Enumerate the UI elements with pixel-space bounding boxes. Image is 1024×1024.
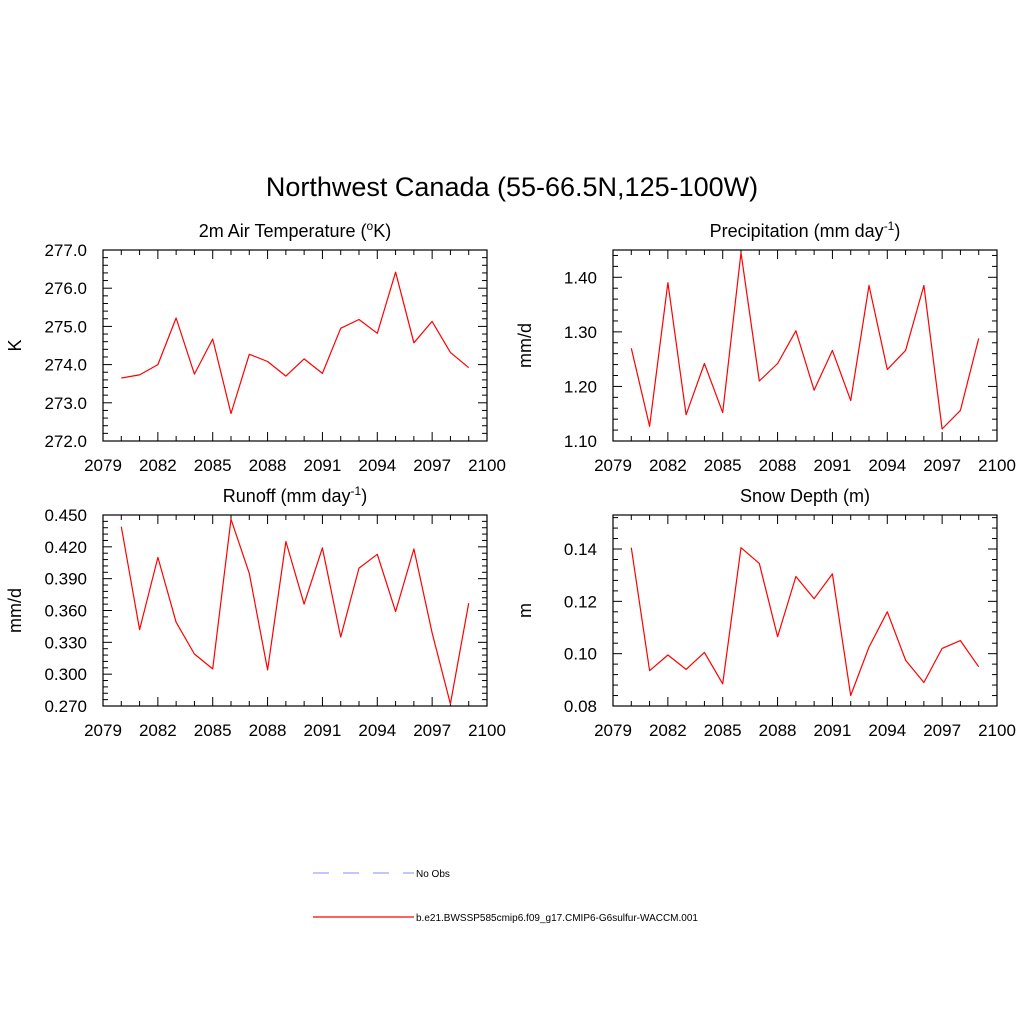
panel-2: Runoff (mm day-1) mm/d 2079 2082 2085 2088 209… bbox=[5, 484, 506, 740]
y-axis-label: mm/d bbox=[5, 588, 25, 633]
y-tick-label: 0.420 bbox=[44, 538, 87, 557]
x-tick-label: 2091 bbox=[814, 456, 852, 475]
plot-frame bbox=[612, 249, 998, 442]
x-tick-label: 2079 bbox=[84, 721, 122, 740]
y-tick-label: 1.40 bbox=[564, 268, 597, 287]
y-tick-label: 0.270 bbox=[44, 697, 87, 716]
x-tick-label: 2094 bbox=[868, 721, 906, 740]
y-tick-label: 0.10 bbox=[564, 645, 597, 664]
x-tick-label: 2100 bbox=[978, 721, 1016, 740]
panels: 2m Air Temperature (oK) K 2079 2082 2085 2088… bbox=[5, 219, 1016, 740]
legend-entry-1: b.e21.BWSSP585cmip6.f09_g17.CMIP6-G6sulf… bbox=[313, 913, 698, 924]
panel-title-main: Precipitation (mm day bbox=[710, 221, 884, 241]
legend: No Obs b.e21.BWSSP585cmip6.f09_g17.CMIP6-… bbox=[313, 869, 698, 924]
panel-title-sup: o bbox=[367, 219, 374, 233]
y-axis-label: mm/d bbox=[515, 323, 535, 368]
panel-0: 2m Air Temperature (oK) K 2079 2082 2085 2088… bbox=[5, 219, 506, 475]
y-tick-label: 1.30 bbox=[564, 323, 597, 342]
x-tick-label: 2100 bbox=[978, 456, 1016, 475]
x-tick-label: 2085 bbox=[704, 721, 742, 740]
x-tick-label: 2097 bbox=[923, 456, 961, 475]
panel-title-main: Snow Depth (m) bbox=[740, 486, 870, 506]
y-tick-label: 276.0 bbox=[44, 279, 87, 298]
plot-frame bbox=[612, 514, 998, 707]
y-tick-label: 0.450 bbox=[44, 506, 87, 525]
y-tick-label: 0.360 bbox=[44, 602, 87, 621]
x-tick-label: 2088 bbox=[249, 721, 287, 740]
panel-3: Snow Depth (m) m 2079 2082 2085 2088 2091 2094 2… bbox=[515, 486, 1016, 740]
series-line bbox=[630, 252, 980, 430]
x-tick-label: 2091 bbox=[304, 721, 342, 740]
panel-1: Precipitation (mm day-1) mm/d 2079 2082 2085… bbox=[515, 219, 1016, 475]
x-tick-label: 2100 bbox=[468, 456, 506, 475]
y-tick-label: 0.12 bbox=[564, 592, 597, 611]
panel-title-tail: K) bbox=[373, 221, 391, 241]
x-tick-label: 2082 bbox=[649, 456, 687, 475]
x-tick-label: 2085 bbox=[704, 456, 742, 475]
panel-title: Precipitation (mm day-1) bbox=[710, 219, 901, 241]
legend-label: No Obs bbox=[416, 869, 450, 880]
x-tick-label: 2094 bbox=[358, 456, 396, 475]
figure-title: Northwest Canada (55-66.5N,125-100W) bbox=[266, 172, 758, 202]
y-axis-label: K bbox=[5, 339, 25, 351]
x-tick-label: 2088 bbox=[249, 456, 287, 475]
panel-title: 2m Air Temperature (oK) bbox=[199, 219, 391, 241]
x-tick-label: 2091 bbox=[304, 456, 342, 475]
x-tick-label: 2097 bbox=[413, 456, 451, 475]
plot-frame bbox=[102, 249, 488, 442]
y-tick-label: 0.14 bbox=[564, 540, 597, 559]
y-tick-label: 272.0 bbox=[44, 432, 87, 451]
y-tick-label: 0.390 bbox=[44, 570, 87, 589]
x-tick-label: 2097 bbox=[413, 721, 451, 740]
y-tick-label: 273.0 bbox=[44, 394, 87, 413]
series-line bbox=[121, 271, 470, 415]
panel-title: Runoff (mm day-1) bbox=[223, 484, 367, 506]
panel-title-tail: ) bbox=[361, 486, 367, 506]
y-tick-label: 0.300 bbox=[44, 665, 87, 684]
legend-label: b.e21.BWSSP585cmip6.f09_g17.CMIP6-G6sulf… bbox=[416, 913, 698, 924]
y-axis-label: m bbox=[515, 603, 535, 618]
series-line bbox=[120, 518, 470, 705]
x-tick-label: 2079 bbox=[84, 456, 122, 475]
y-tick-label: 277.0 bbox=[44, 241, 87, 260]
x-tick-label: 2079 bbox=[594, 721, 632, 740]
plot-frame bbox=[102, 514, 488, 707]
x-tick-label: 2088 bbox=[759, 721, 797, 740]
panel-title: Snow Depth (m) bbox=[740, 486, 870, 506]
x-tick-label: 2091 bbox=[814, 721, 852, 740]
series-line bbox=[630, 547, 980, 697]
x-tick-label: 2085 bbox=[194, 721, 232, 740]
panel-title-tail: ) bbox=[894, 221, 900, 241]
y-tick-label: 0.330 bbox=[44, 633, 87, 652]
panel-title-main: Runoff (mm day bbox=[223, 486, 351, 506]
x-tick-label: 2094 bbox=[358, 721, 396, 740]
x-tick-label: 2082 bbox=[649, 721, 687, 740]
x-tick-label: 2088 bbox=[759, 456, 797, 475]
y-tick-label: 1.10 bbox=[564, 432, 597, 451]
y-tick-label: 274.0 bbox=[44, 356, 87, 375]
x-tick-label: 2079 bbox=[594, 456, 632, 475]
x-tick-label: 2085 bbox=[194, 456, 232, 475]
legend-entry-0: No Obs bbox=[313, 869, 450, 880]
x-tick-label: 2082 bbox=[139, 456, 177, 475]
y-tick-label: 1.20 bbox=[564, 377, 597, 396]
x-tick-label: 2082 bbox=[139, 721, 177, 740]
panel-title-main: 2m Air Temperature ( bbox=[199, 221, 367, 241]
panel-title-sup: -1 bbox=[351, 484, 362, 498]
x-tick-label: 2094 bbox=[868, 456, 906, 475]
panel-title-sup: -1 bbox=[884, 219, 895, 233]
y-tick-label: 275.0 bbox=[44, 317, 87, 336]
y-tick-label: 0.08 bbox=[564, 697, 597, 716]
x-tick-label: 2097 bbox=[923, 721, 961, 740]
x-tick-label: 2100 bbox=[468, 721, 506, 740]
